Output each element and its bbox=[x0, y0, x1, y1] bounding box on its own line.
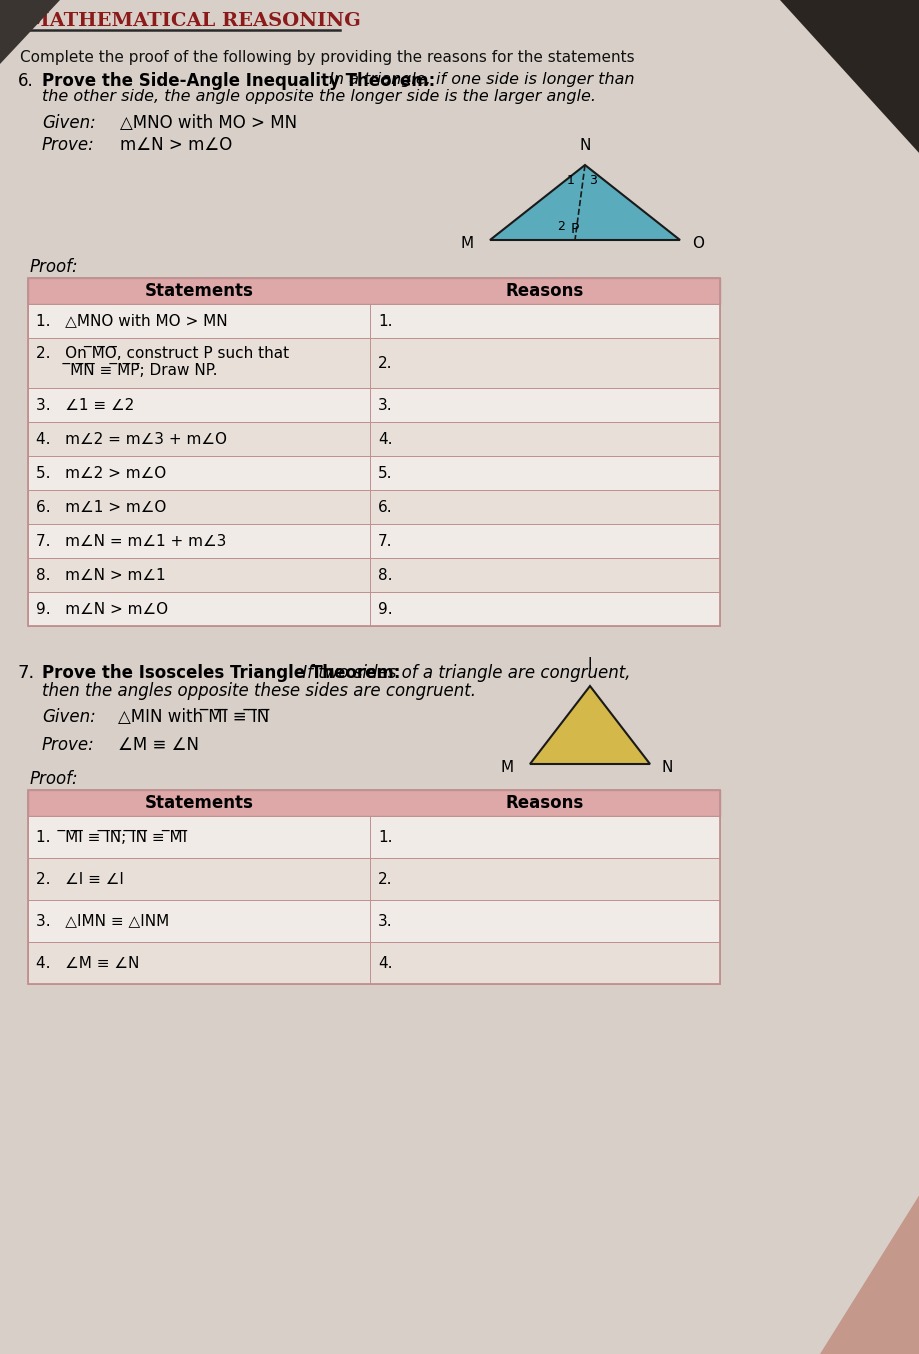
Text: Prove the Side-Angle Inequality Theorem:: Prove the Side-Angle Inequality Theorem: bbox=[42, 72, 435, 89]
Text: 5.   m∠2 > m∠O: 5. m∠2 > m∠O bbox=[36, 466, 166, 481]
Bar bbox=[28, 389, 720, 422]
Bar bbox=[28, 422, 720, 456]
Text: 8.   m∠N > m∠1: 8. m∠N > m∠1 bbox=[36, 567, 165, 582]
Text: Prove:: Prove: bbox=[42, 737, 95, 754]
Text: N: N bbox=[579, 138, 590, 153]
Text: 7.   m∠N = m∠1 + m∠3: 7. m∠N = m∠1 + m∠3 bbox=[36, 533, 226, 548]
Bar bbox=[28, 942, 720, 984]
Polygon shape bbox=[679, 0, 919, 154]
Text: 9.: 9. bbox=[378, 601, 392, 616]
Text: 9.   m∠N > m∠O: 9. m∠N > m∠O bbox=[36, 601, 168, 616]
Text: Proof:: Proof: bbox=[30, 770, 78, 788]
Text: △MNO with MO > MN: △MNO with MO > MN bbox=[119, 114, 297, 131]
Text: Prove the Isosceles Triangle Theorem:: Prove the Isosceles Triangle Theorem: bbox=[42, 663, 400, 682]
Text: 7.: 7. bbox=[378, 533, 392, 548]
Text: 3.   ∠1 ≡ ∠2: 3. ∠1 ≡ ∠2 bbox=[36, 398, 134, 413]
Bar bbox=[28, 558, 720, 592]
Text: 2.   ∠I ≡ ∠I: 2. ∠I ≡ ∠I bbox=[36, 872, 124, 887]
Text: M: M bbox=[500, 760, 514, 774]
Polygon shape bbox=[490, 165, 679, 240]
Text: 6.: 6. bbox=[18, 72, 34, 89]
Text: In a triangle, if one side is longer than: In a triangle, if one side is longer tha… bbox=[323, 72, 634, 87]
Bar bbox=[28, 524, 720, 558]
Text: 6.: 6. bbox=[378, 500, 392, 515]
Text: 4.   ∠M ≡ ∠N: 4. ∠M ≡ ∠N bbox=[36, 956, 139, 971]
Text: 4.: 4. bbox=[378, 956, 392, 971]
Text: 1.   ̅M̅I̅ ≡ ̅I̅N̅; ̅I̅N̅ ≡ ̅M̅I̅: 1. ̅M̅I̅ ≡ ̅I̅N̅; ̅I̅N̅ ≡ ̅M̅I̅ bbox=[36, 830, 187, 845]
Bar bbox=[28, 490, 720, 524]
Text: 2.: 2. bbox=[378, 872, 392, 887]
Text: N: N bbox=[662, 760, 673, 774]
Text: ∠M ≡ ∠N: ∠M ≡ ∠N bbox=[118, 737, 199, 754]
Polygon shape bbox=[699, 1194, 919, 1354]
Text: 3.: 3. bbox=[378, 398, 392, 413]
Polygon shape bbox=[0, 0, 60, 64]
Bar bbox=[28, 456, 720, 490]
Bar bbox=[28, 900, 720, 942]
Text: 2.   On ̅M̅O̅, construct P such that: 2. On ̅M̅O̅, construct P such that bbox=[36, 347, 289, 362]
Text: 4.: 4. bbox=[378, 432, 392, 447]
Text: m∠N > m∠O: m∠N > m∠O bbox=[119, 135, 232, 154]
Bar bbox=[28, 305, 720, 338]
Text: Reasons: Reasons bbox=[505, 282, 584, 301]
Text: Complete the proof of the following by providing the reasons for the statements: Complete the proof of the following by p… bbox=[20, 50, 634, 65]
Text: 1.: 1. bbox=[378, 830, 392, 845]
Text: 1: 1 bbox=[566, 175, 574, 187]
Text: P: P bbox=[570, 222, 579, 236]
Text: Statements: Statements bbox=[144, 793, 253, 812]
Text: ̅M̅N̅ ≡ ̅M̅P̅; Draw NP.: ̅M̅N̅ ≡ ̅M̅P̅; Draw NP. bbox=[36, 363, 217, 378]
Text: 1.   △MNO with MO > MN: 1. △MNO with MO > MN bbox=[36, 314, 227, 329]
Text: Given:: Given: bbox=[42, 708, 96, 726]
Bar bbox=[28, 278, 720, 305]
Text: 2: 2 bbox=[557, 219, 564, 233]
Bar bbox=[28, 789, 720, 816]
Text: 3.: 3. bbox=[378, 914, 392, 929]
Text: I: I bbox=[587, 657, 592, 672]
Text: 7.: 7. bbox=[18, 663, 35, 682]
Text: 3: 3 bbox=[588, 175, 596, 187]
Text: 2.: 2. bbox=[378, 356, 392, 371]
Text: 4.   m∠2 = m∠3 + m∠O: 4. m∠2 = m∠3 + m∠O bbox=[36, 432, 227, 447]
Bar bbox=[28, 278, 720, 626]
Bar bbox=[28, 338, 720, 389]
Bar bbox=[28, 816, 720, 858]
Text: M: M bbox=[460, 236, 473, 250]
Text: 6.   m∠1 > m∠O: 6. m∠1 > m∠O bbox=[36, 500, 166, 515]
Text: 8.: 8. bbox=[378, 567, 392, 582]
Bar bbox=[28, 858, 720, 900]
Text: 3.   △IMN ≡ △INM: 3. △IMN ≡ △INM bbox=[36, 914, 169, 929]
Text: Statements: Statements bbox=[144, 282, 253, 301]
Bar bbox=[28, 789, 720, 984]
Text: Proof:: Proof: bbox=[30, 259, 78, 276]
Text: O: O bbox=[691, 236, 703, 250]
Bar bbox=[28, 592, 720, 626]
Text: MATHEMATICAL REASONING: MATHEMATICAL REASONING bbox=[28, 12, 360, 30]
Text: Prove:: Prove: bbox=[42, 135, 95, 154]
Text: the other side, the angle opposite the longer side is the larger angle.: the other side, the angle opposite the l… bbox=[42, 89, 596, 104]
Text: If two sides of a triangle are congruent,: If two sides of a triangle are congruent… bbox=[297, 663, 630, 682]
Text: Given:: Given: bbox=[42, 114, 96, 131]
Text: △MIN with ̅M̅I̅ ≡ ̅I̅N̅: △MIN with ̅M̅I̅ ≡ ̅I̅N̅ bbox=[118, 708, 269, 726]
Text: 1.: 1. bbox=[378, 314, 392, 329]
Polygon shape bbox=[529, 686, 650, 764]
Text: Reasons: Reasons bbox=[505, 793, 584, 812]
Text: then the angles opposite these sides are congruent.: then the angles opposite these sides are… bbox=[42, 682, 475, 700]
Text: 5.: 5. bbox=[378, 466, 392, 481]
